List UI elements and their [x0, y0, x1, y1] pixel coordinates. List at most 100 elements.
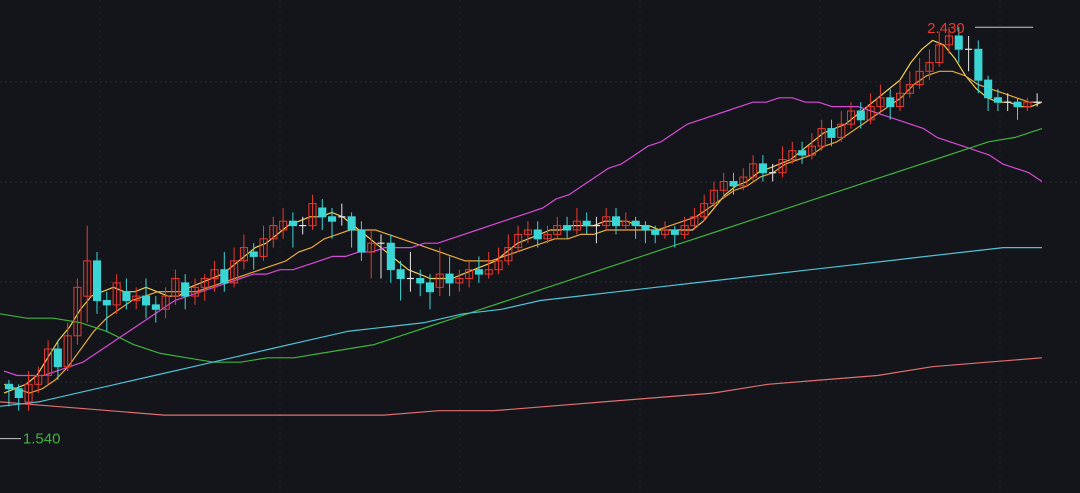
- candle-body-8: [83, 260, 92, 297]
- candle-body-63: [621, 220, 630, 227]
- candle-body-87: [856, 110, 865, 121]
- candle-body-12: [122, 291, 131, 302]
- ma-line-ma60: [0, 128, 1043, 363]
- candle-body-19: [190, 286, 199, 297]
- candle-body-15: [151, 304, 160, 310]
- candle-body-1: [14, 388, 23, 399]
- candle-body-32: [318, 207, 327, 218]
- candle-body-44: [435, 273, 444, 288]
- candle-body-90: [886, 97, 895, 108]
- candle-body-82: [807, 145, 817, 156]
- candles: [4, 27, 1041, 411]
- candle-body-94: [925, 62, 934, 72]
- candle-body-26: [259, 238, 268, 257]
- candle-body-17: [171, 278, 180, 297]
- candle-body-66: [651, 229, 660, 235]
- candle-body-0: [4, 383, 13, 390]
- candle-body-93: [915, 70, 924, 86]
- candle-body-81: [798, 150, 807, 156]
- candle-body-67: [661, 229, 670, 235]
- candle-body-85: [837, 123, 846, 138]
- candle-body-13: [132, 295, 141, 302]
- candle-body-64: [631, 220, 640, 227]
- candle-body-2: [24, 383, 33, 403]
- candle-body-65: [641, 225, 650, 231]
- candle-body-52: [514, 233, 523, 249]
- candle-body-100: [984, 79, 993, 99]
- candle-body-59: [582, 220, 591, 227]
- candle-body-11: [112, 282, 121, 306]
- candle-body-47: [465, 269, 474, 280]
- candle-body-36: [357, 229, 366, 253]
- candle-body-42: [416, 278, 425, 284]
- candle-body-96: [944, 35, 954, 46]
- candle-body-86: [847, 110, 856, 125]
- candle-body-69: [680, 225, 689, 235]
- ma-line-ma120: [0, 247, 1042, 407]
- candle-body-40: [396, 269, 405, 280]
- candle-body-58: [572, 220, 581, 231]
- candle-body-43: [425, 282, 434, 293]
- candle-body-20: [200, 278, 209, 288]
- candle-body-74: [729, 181, 738, 187]
- candle-body-4: [44, 348, 53, 376]
- candle-body-50: [494, 260, 503, 271]
- candle-body-88: [866, 106, 875, 121]
- candle-body-80: [788, 150, 797, 160]
- candle-body-83: [817, 128, 826, 147]
- candle-body-31: [308, 203, 317, 227]
- candle-body-97: [954, 35, 963, 50]
- candle-body-28: [279, 220, 288, 231]
- candle-body-104: [1023, 101, 1032, 108]
- candle-body-46: [455, 278, 464, 284]
- candle-body-61: [602, 216, 611, 227]
- candle-body-51: [504, 247, 513, 262]
- candle-body-54: [533, 229, 542, 240]
- candle-body-24: [239, 247, 248, 262]
- candle-body-23: [230, 260, 239, 284]
- candle-body-39: [386, 242, 395, 271]
- candle-body-101: [993, 97, 1003, 103]
- high-price-label: 2.430: [927, 20, 965, 37]
- candle-body-84: [827, 128, 836, 138]
- candle-body-21: [210, 269, 219, 280]
- candle-body-71: [700, 203, 709, 218]
- candle-body-68: [670, 229, 679, 235]
- candle-body-77: [758, 163, 768, 174]
- candle-body-9: [93, 260, 102, 302]
- candle-body-48: [474, 269, 483, 275]
- candle-body-73: [719, 181, 728, 191]
- candle-body-7: [73, 286, 82, 337]
- candle-body-53: [523, 229, 533, 235]
- candle-body-25: [249, 251, 258, 257]
- candle-body-92: [905, 84, 914, 94]
- candle-body-3: [34, 375, 43, 385]
- annotations: 2.430 1.540: [0, 20, 1034, 448]
- candle-body-22: [220, 269, 229, 284]
- candle-body-72: [709, 189, 719, 205]
- candle-body-55: [543, 233, 552, 240]
- candle-body-103: [1013, 101, 1022, 108]
- candle-body-76: [749, 163, 758, 178]
- candle-body-16: [161, 295, 170, 310]
- candle-body-18: [181, 282, 190, 297]
- ma-line-ma250: [0, 357, 1043, 416]
- candle-body-5: [53, 348, 62, 368]
- candle-body-62: [612, 216, 621, 227]
- candle-body-6: [63, 335, 72, 368]
- candle-body-57: [563, 225, 572, 231]
- candle-body-45: [445, 273, 454, 284]
- ma-line-ma20: [3, 97, 1043, 377]
- candle-body-35: [347, 216, 356, 231]
- candle-body-10: [102, 300, 111, 306]
- low-price-label: 1.540: [23, 431, 61, 448]
- candle-body-29: [288, 220, 297, 227]
- candle-body-89: [876, 97, 885, 108]
- candle-body-49: [484, 269, 493, 275]
- candle-body-91: [896, 92, 905, 108]
- candle-body-75: [739, 176, 748, 187]
- candle-body-79: [778, 159, 787, 174]
- candle-body-37: [367, 242, 376, 253]
